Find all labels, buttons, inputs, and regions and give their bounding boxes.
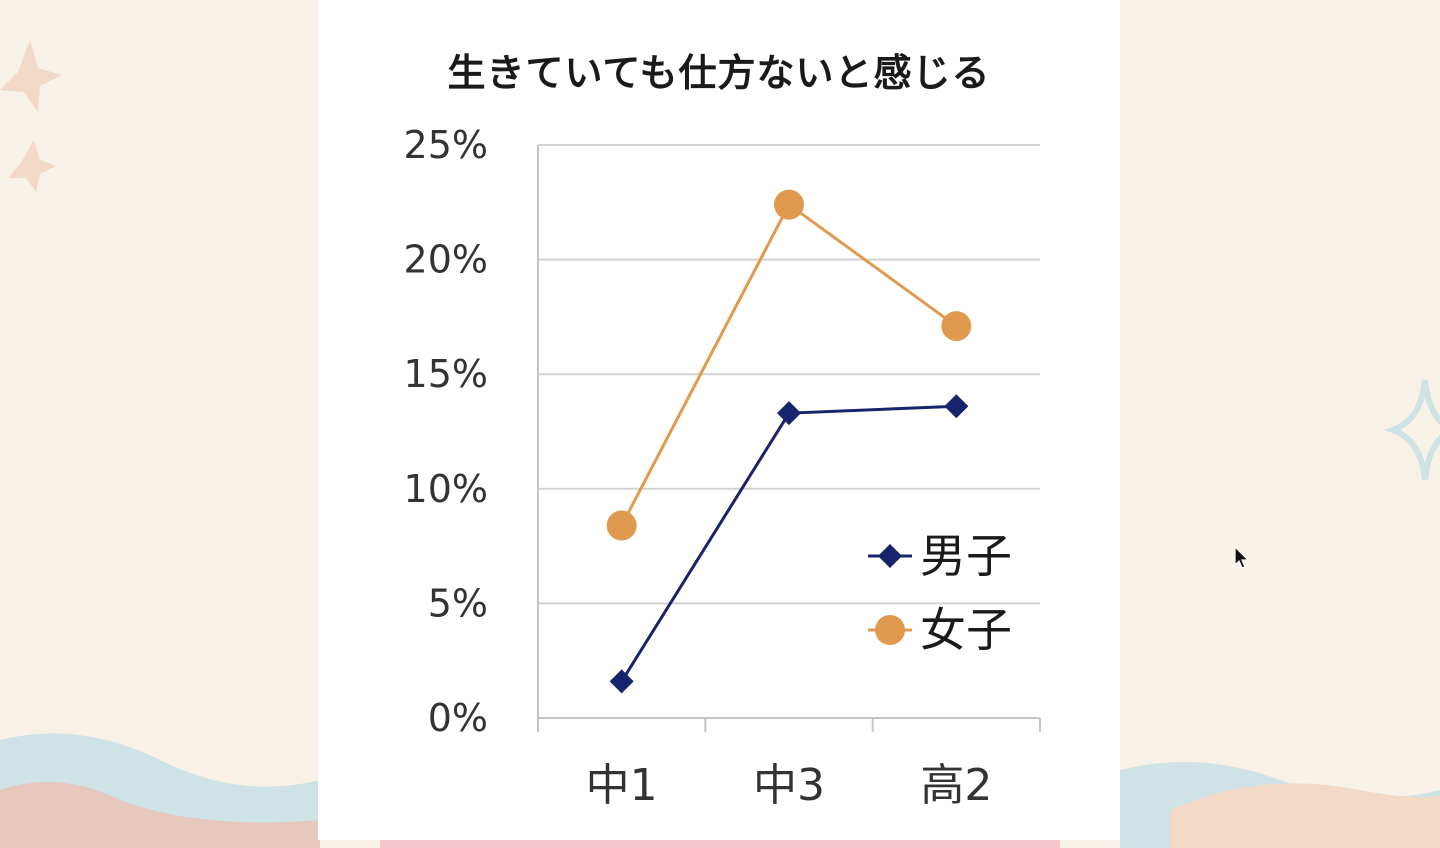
legend-label-2: 女子	[920, 603, 1012, 657]
chart-title: 生きていても仕方ないと感じる	[447, 51, 991, 95]
y-tick-label: 0%	[428, 696, 488, 740]
series-2-point	[606, 510, 637, 541]
series-2-point	[941, 311, 972, 342]
y-tick-label: 15%	[404, 352, 488, 396]
x-tick-label: 高2	[920, 760, 992, 811]
series-1-point	[609, 669, 634, 694]
y-tick-label: 5%	[428, 581, 488, 625]
y-tick-label: 25%	[404, 123, 488, 167]
series-line-2	[620, 202, 958, 527]
series-1-point	[777, 401, 801, 426]
mouse-cursor-icon	[1234, 546, 1250, 569]
legend-marker-1	[878, 544, 902, 568]
series-line-1	[620, 404, 957, 683]
background-stars-decoration	[0, 40, 62, 192]
series-2-point	[774, 189, 804, 220]
x-tick-label: 中3	[753, 760, 825, 811]
background-sparkle-decoration	[1385, 379, 1440, 481]
x-tick-label: 中1	[586, 760, 658, 811]
series-1-point	[944, 394, 969, 419]
legend-label-1: 男子	[920, 529, 1012, 583]
chart-card: 生きていても仕方ないと感じる 0% 5% 10% 15% 20% 25% 中1 中3 高2 男子女…	[318, 0, 1120, 840]
y-tick-label: 20%	[404, 238, 488, 282]
y-tick-label: 10%	[404, 467, 488, 511]
legend-marker-2	[875, 615, 905, 645]
